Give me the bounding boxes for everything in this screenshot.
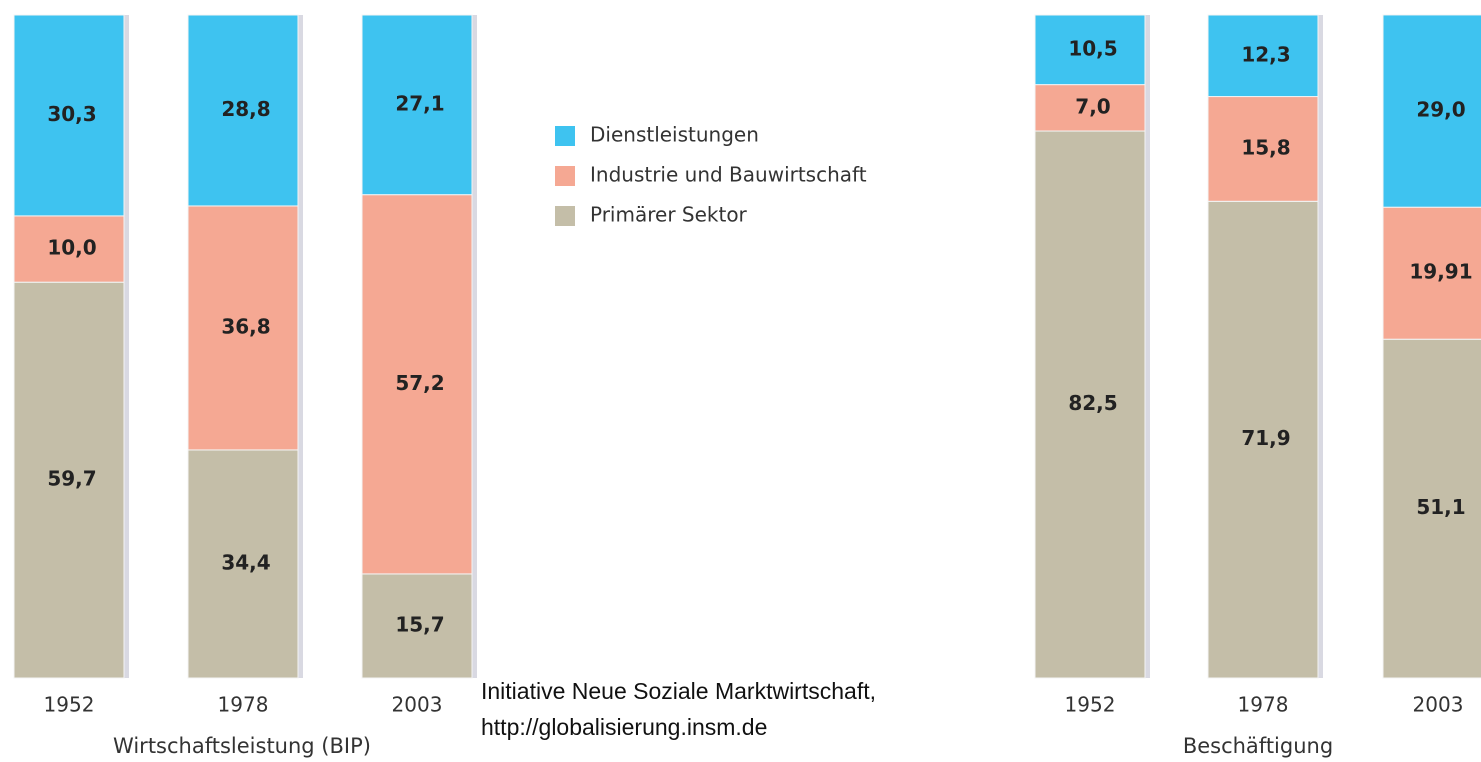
value-label: 12,3	[1241, 42, 1290, 66]
legend-label: Industrie und Bauwirtschaft	[590, 163, 867, 187]
value-label: 15,8	[1241, 135, 1290, 159]
bar-shadow	[1145, 15, 1150, 678]
bar-shadow	[472, 15, 477, 678]
x-tick-label: 1978	[218, 693, 269, 717]
value-label: 19,91	[1409, 260, 1472, 284]
bar-segment	[361, 14, 473, 196]
value-label: 28,8	[221, 97, 270, 121]
value-label: 10,5	[1068, 36, 1117, 60]
bar-segment	[1207, 200, 1319, 679]
bar-segment	[361, 194, 473, 575]
legend-label: Primärer Sektor	[590, 203, 748, 227]
bar-segment	[1207, 14, 1319, 98]
legend-label: Dienstleistungen	[590, 123, 759, 147]
bar-segment	[187, 205, 299, 451]
source: Initiative Neue Soziale Marktwirtschaft,	[481, 678, 876, 704]
x-tick-label: 2003	[392, 693, 443, 717]
bar-segment	[361, 573, 473, 679]
bar-segment	[13, 14, 125, 217]
legend-swatch	[555, 206, 575, 226]
value-label: 30,3	[47, 102, 96, 126]
bar-segment	[1034, 84, 1146, 132]
value-label: 7,0	[1075, 94, 1110, 118]
source: http://globalisierung.insm.de	[481, 714, 767, 740]
bar-shadow	[298, 15, 303, 678]
value-label: 29,0	[1416, 98, 1465, 122]
value-label: 34,4	[221, 550, 270, 574]
value-label: 15,7	[395, 612, 444, 636]
bar-segment	[13, 281, 125, 679]
value-label: 27,1	[395, 91, 444, 115]
bar-segment	[1382, 206, 1481, 340]
value-label: 51,1	[1416, 495, 1465, 519]
bar-segment	[1034, 14, 1146, 86]
value-label: 71,9	[1241, 426, 1290, 450]
bar-segment	[187, 449, 299, 679]
bar-segment	[187, 14, 299, 207]
bar-shadow	[1318, 15, 1323, 678]
bar-segment	[1034, 130, 1146, 679]
x-tick-label: 1952	[44, 693, 95, 717]
legend-swatch	[555, 126, 575, 146]
value-label: 59,7	[47, 467, 96, 491]
value-label: 82,5	[1068, 391, 1117, 415]
legend-swatch	[555, 166, 575, 186]
x-tick-label: 2003	[1413, 693, 1464, 717]
value-label: 36,8	[221, 314, 270, 338]
bar-shadow	[124, 15, 129, 678]
bar-segment	[13, 215, 125, 283]
x-tick-label: 1952	[1065, 693, 1116, 717]
bar-segment	[1382, 14, 1481, 208]
x-axis-label: Beschäftigung	[1183, 734, 1333, 758]
bar-segment	[1382, 338, 1481, 679]
value-label: 57,2	[395, 371, 444, 395]
value-label: 10,0	[47, 236, 96, 260]
x-axis-label: Wirtschaftsleistung (BIP)	[113, 734, 371, 758]
x-tick-label: 1978	[1238, 693, 1289, 717]
